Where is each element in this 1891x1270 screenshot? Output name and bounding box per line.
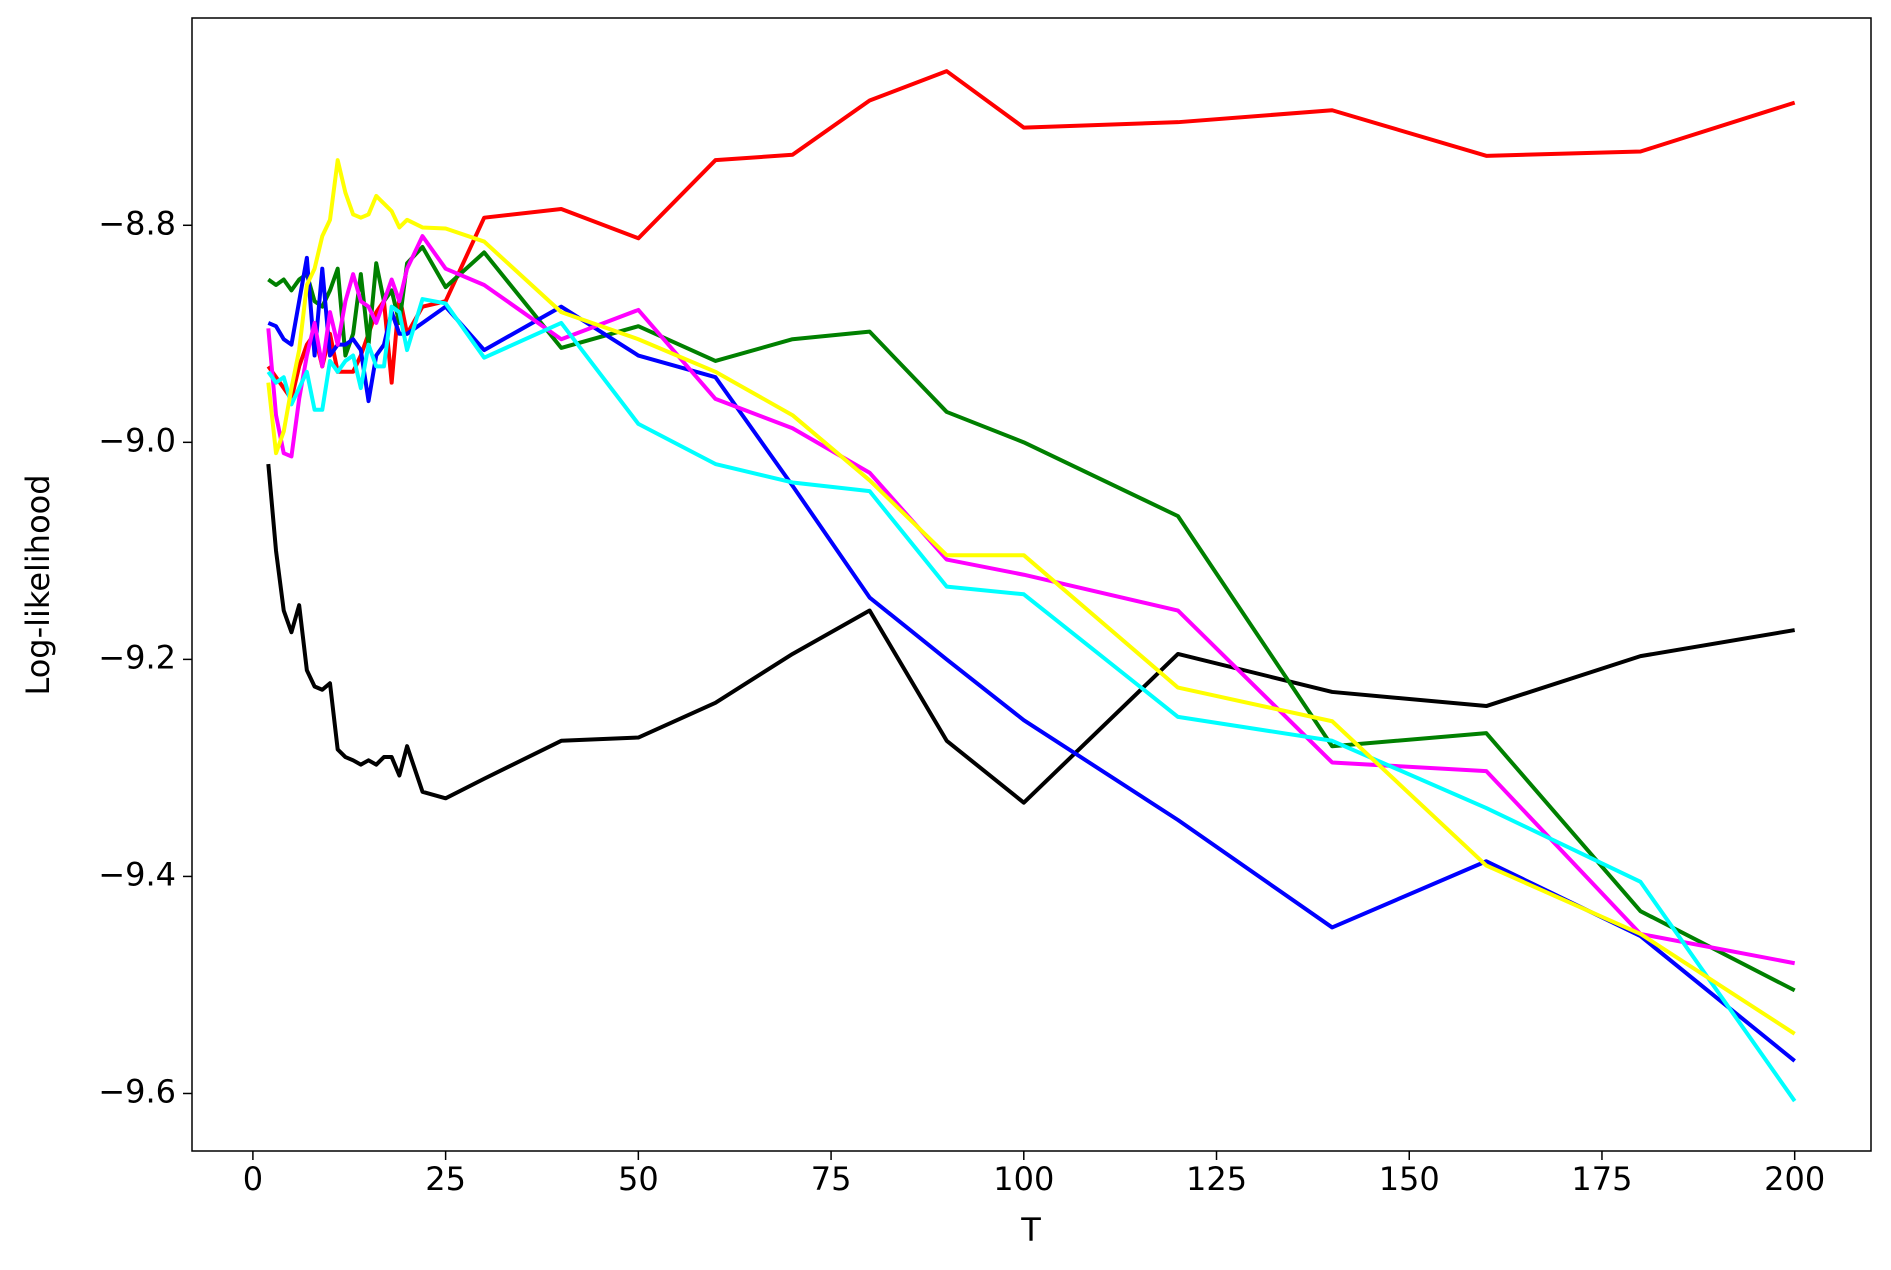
- x-tick-label: 50: [618, 1160, 659, 1198]
- x-tick-label: 125: [1186, 1160, 1247, 1198]
- series-line: [267, 255, 1796, 1063]
- series-line: [267, 244, 1796, 993]
- x-tick-label: 200: [1764, 1160, 1825, 1198]
- series-line: [266, 158, 1796, 1036]
- x-tick-label: 175: [1571, 1160, 1632, 1198]
- series-line: [266, 297, 1797, 1103]
- y-tick-label: −9.6: [98, 1072, 176, 1110]
- y-tick-label: −9.2: [98, 638, 176, 676]
- y-tick-label: −9.4: [98, 855, 176, 893]
- x-axis-label: T: [1020, 1211, 1041, 1249]
- x-tick-label: 75: [811, 1160, 852, 1198]
- y-tick-label: −8.8: [98, 204, 176, 242]
- y-axis-label: Log-likelihood: [19, 474, 57, 695]
- x-tick-label: 25: [425, 1160, 466, 1198]
- series-line: [266, 234, 1796, 966]
- x-tick-label: 150: [1379, 1160, 1440, 1198]
- plot-frame: [191, 17, 1872, 1152]
- y-tick-label: −9.0: [98, 421, 176, 459]
- x-tick-label: 0: [243, 1160, 263, 1198]
- x-tick-label: 100: [993, 1160, 1054, 1198]
- series-line: [266, 463, 1796, 805]
